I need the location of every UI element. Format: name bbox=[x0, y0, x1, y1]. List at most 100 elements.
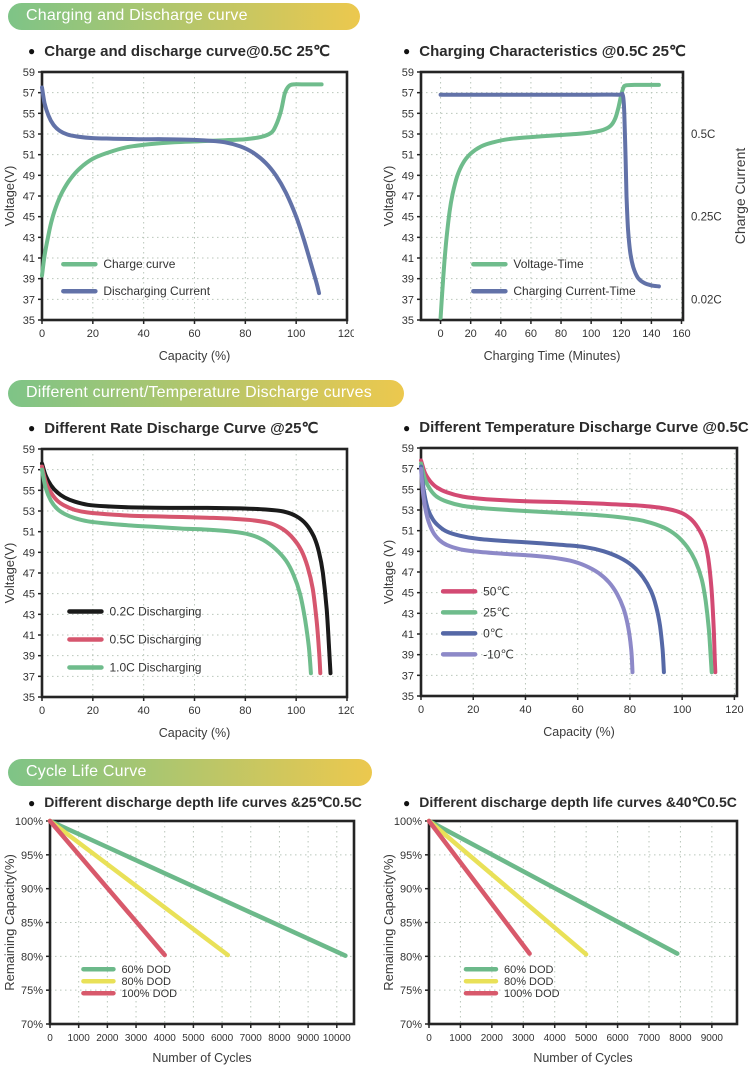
x-tick-label: 5000 bbox=[575, 1033, 598, 1044]
y-tick-label: 85% bbox=[400, 918, 422, 930]
x-tick-label: 0 bbox=[426, 1033, 432, 1044]
x-tick-label: 140 bbox=[642, 328, 660, 340]
y-tick-label: 75% bbox=[21, 985, 43, 997]
y-tick-label: 59 bbox=[402, 67, 414, 79]
y-tick-label: 55 bbox=[23, 485, 35, 497]
right-axis-tick-label: 0.02C bbox=[691, 294, 722, 306]
x-tick-label: 8000 bbox=[669, 1033, 692, 1044]
y-axis-label: Remaining Capacity(%) bbox=[2, 854, 17, 991]
series-line bbox=[47, 818, 231, 958]
section-header-label: Different current/Temperature Discharge … bbox=[26, 384, 372, 401]
x-tick-label: 0 bbox=[39, 328, 45, 340]
y-tick-label: 57 bbox=[23, 88, 35, 100]
series-line bbox=[426, 818, 589, 957]
y-tick-label: 90% bbox=[21, 884, 43, 896]
legend-label: 25℃ bbox=[483, 605, 510, 619]
chart-column: ● Charge and discharge curve@0.5C 25℃ 0 2… bbox=[0, 30, 375, 371]
y-tick-label: 37 bbox=[402, 294, 414, 306]
legend-label: -10℃ bbox=[483, 647, 514, 661]
chart-figure: ● Charge and discharge curve@0.5C 25℃ 0 2… bbox=[0, 42, 375, 371]
chart-canvas: 0 1000 2000 3000 4000 5000 6000 7000 8000 9000 100… bbox=[2, 813, 375, 1073]
x-tick-label: 4000 bbox=[544, 1033, 567, 1044]
section-header-pill: Cycle Life Curve bbox=[8, 759, 372, 786]
y-tick-label: 35 bbox=[402, 315, 414, 327]
chart-canvas: 0 1000 2000 3000 4000 5000 6000 7000 8000 9000 70%… bbox=[381, 813, 750, 1073]
y-tick-label: 39 bbox=[402, 650, 414, 662]
series-line bbox=[438, 91, 661, 289]
x-tick-label: 100 bbox=[673, 704, 691, 716]
y-tick-label: 53 bbox=[402, 129, 414, 141]
x-tick-label: 60 bbox=[525, 328, 537, 340]
y-tick-label: 47 bbox=[23, 191, 35, 203]
bullet-icon: ● bbox=[28, 44, 36, 58]
chart-column: ● Different Temperature Discharge Curve … bbox=[375, 407, 750, 748]
chart-title-text: Different discharge depth life curves &4… bbox=[419, 794, 737, 810]
chart-figure: ● Charging Characteristics @0.5C 25℃ 0 20… bbox=[375, 42, 750, 371]
y-tick-label: 49 bbox=[402, 170, 414, 182]
chart-title-text: Charging Characteristics @0.5C 25℃ bbox=[419, 43, 686, 60]
series-line bbox=[40, 464, 323, 676]
y-tick-label: 57 bbox=[402, 464, 414, 476]
section-header-label: Cycle Life Curve bbox=[26, 763, 147, 780]
y-tick-label: 47 bbox=[402, 567, 414, 579]
y-tick-label: 39 bbox=[23, 651, 35, 663]
y-tick-label: 37 bbox=[402, 670, 414, 682]
x-tick-label: 60 bbox=[188, 328, 200, 340]
y-tick-label: 47 bbox=[23, 568, 35, 580]
y-tick-label: 45 bbox=[402, 212, 414, 224]
x-tick-label: 80 bbox=[555, 328, 567, 340]
chart-svg: 0 1000 2000 3000 4000 5000 6000 7000 8000 9000 100… bbox=[2, 816, 356, 1065]
series-line bbox=[40, 461, 333, 676]
y-tick-label: 43 bbox=[23, 609, 35, 621]
chart-title: ● Charge and discharge curve@0.5C 25℃ bbox=[28, 42, 375, 60]
x-tick-label: 8000 bbox=[268, 1033, 291, 1044]
x-tick-label: 0 bbox=[438, 328, 444, 340]
legend-label: 0℃ bbox=[483, 626, 503, 640]
right-axis-tick-label: 0.5C bbox=[691, 129, 715, 141]
chart-row: ● Different Rate Discharge Curve @25℃ 0 2… bbox=[0, 407, 750, 748]
x-tick-label: 0 bbox=[47, 1033, 53, 1044]
y-tick-label: 45 bbox=[402, 588, 414, 600]
section-header-label: Charging and Discharge curve bbox=[26, 7, 248, 24]
section-header-pill: Different current/Temperature Discharge … bbox=[8, 380, 404, 407]
chart-title-text: Different discharge depth life curves &2… bbox=[44, 794, 362, 810]
legend-label: 80% DOD bbox=[504, 976, 554, 988]
bullet-icon: ● bbox=[403, 44, 411, 58]
chart-canvas: 0 20 40 60 80 100 120 35 37 39 41 43 45 47 49 51 53 55 57 5… bbox=[381, 440, 750, 747]
y-tick-label: 43 bbox=[402, 232, 414, 244]
y-tick-label: 41 bbox=[402, 629, 414, 641]
chart-canvas: 0 20 40 60 80 100 120 35 37 39 41 43 45 47 49 51 53 55 57 5… bbox=[2, 64, 375, 371]
y-tick-label: 39 bbox=[23, 274, 35, 286]
x-tick-label: 20 bbox=[465, 328, 477, 340]
x-tick-label: 9000 bbox=[701, 1033, 724, 1044]
legend-label: Charge curve bbox=[103, 257, 175, 271]
chart-svg: 0 20 40 60 80 100 120 35 37 39 41 43 45 47 49 51 53 55 57 5… bbox=[2, 444, 356, 740]
legend-label: 100% DOD bbox=[121, 988, 177, 1000]
x-axis-label: Capacity (%) bbox=[159, 726, 231, 740]
chart-column: ● Different discharge depth life curves … bbox=[375, 786, 750, 1073]
x-tick-label: 100 bbox=[287, 705, 305, 717]
y-tick-label: 90% bbox=[400, 884, 422, 896]
y-tick-label: 35 bbox=[402, 691, 414, 703]
y-tick-label: 49 bbox=[402, 546, 414, 558]
y-tick-label: 43 bbox=[23, 232, 35, 244]
x-tick-label: 9000 bbox=[297, 1033, 320, 1044]
x-tick-label: 7000 bbox=[240, 1033, 263, 1044]
chart-svg: 0 1000 2000 3000 4000 5000 6000 7000 8000 9000 70%… bbox=[381, 816, 739, 1065]
series-line bbox=[40, 467, 313, 676]
y-tick-label: 95% bbox=[400, 850, 422, 862]
x-tick-label: 1000 bbox=[68, 1033, 91, 1044]
chart-column: ● Charging Characteristics @0.5C 25℃ 0 20… bbox=[375, 30, 750, 371]
series-line bbox=[419, 466, 635, 675]
y-tick-label: 59 bbox=[23, 444, 35, 456]
y-axis-label: Remaining Capacity(%) bbox=[381, 854, 396, 991]
y-tick-label: 41 bbox=[23, 630, 35, 642]
legend-label: 0.2C Discharging bbox=[109, 604, 201, 618]
y-tick-label: 53 bbox=[23, 129, 35, 141]
y-tick-label: 41 bbox=[23, 253, 35, 265]
chart-title-text: Different Rate Discharge Curve @25℃ bbox=[44, 420, 319, 437]
section-charging: Charging and Discharge curve ● Charge an… bbox=[0, 3, 750, 371]
y-tick-label: 39 bbox=[402, 274, 414, 286]
y-tick-label: 75% bbox=[400, 985, 422, 997]
legend-label: 60% DOD bbox=[121, 964, 171, 976]
